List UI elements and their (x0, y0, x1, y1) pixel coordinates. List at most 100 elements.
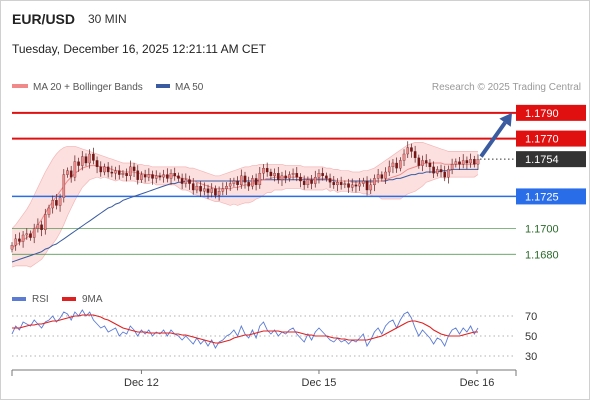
candle (325, 172, 328, 182)
x-tick-label: Dec 15 (302, 377, 337, 389)
candle (450, 158, 454, 175)
candle (436, 166, 439, 177)
candle-body (73, 161, 77, 178)
candle-body (243, 175, 247, 183)
candle-body (288, 174, 291, 179)
candle-body (373, 178, 376, 186)
candle-body (258, 173, 262, 186)
last-price-label: 1.1754 (525, 154, 559, 166)
candle (25, 228, 29, 240)
candle (413, 145, 417, 163)
candle (225, 182, 228, 196)
ma9-legend-swatch (62, 297, 76, 301)
candle (362, 177, 365, 187)
candle-body (132, 166, 136, 171)
candle-body (347, 183, 350, 188)
candle-body (36, 224, 40, 229)
candle-body (328, 178, 332, 183)
candle (254, 173, 258, 191)
candle (365, 176, 369, 196)
candle-body (62, 174, 66, 198)
candle (84, 153, 88, 167)
candle-body (114, 170, 117, 174)
candle (465, 156, 469, 170)
candle (99, 161, 103, 177)
candle-body (376, 174, 380, 179)
candle-body (469, 158, 472, 164)
candle (29, 230, 32, 241)
candle (55, 193, 58, 210)
candle (288, 171, 291, 182)
candle-body (43, 214, 47, 231)
candle-body (147, 174, 151, 178)
candle (421, 155, 424, 172)
candle (295, 166, 299, 182)
timeframe-label: 30 MIN (88, 12, 127, 26)
candle (14, 234, 17, 251)
candle-body (21, 234, 25, 242)
candle-body (214, 188, 217, 196)
candle (273, 168, 276, 182)
candle (265, 162, 269, 177)
candle (476, 154, 480, 170)
candle-body (51, 200, 54, 209)
candle-body (106, 166, 110, 173)
rsi-legend-label: RSI (32, 294, 49, 305)
candle-body (365, 180, 369, 191)
resistance-tag (516, 104, 586, 121)
price-panel: 1.1790 1.1770 1.1754 1.1725 1.1700 1.1680 (10, 104, 586, 268)
candle (47, 204, 51, 218)
candle-body (47, 207, 51, 215)
candle-body (447, 169, 450, 178)
candle-body (473, 158, 476, 165)
candle-body (336, 182, 339, 186)
support-label: 1.1680 (525, 249, 559, 261)
candle-body (125, 173, 128, 177)
candle (203, 182, 206, 196)
candle-body (247, 182, 250, 187)
candle (424, 154, 428, 167)
candle (469, 153, 472, 168)
candle (140, 171, 143, 183)
ma9-legend-label: 9MA (82, 294, 103, 305)
candle-body (254, 178, 258, 186)
candle (10, 242, 14, 253)
candle-body (428, 162, 432, 168)
candle (166, 168, 169, 183)
x-axis: Dec 12 Dec 15 Dec 16 (11, 369, 517, 389)
candle-body (443, 171, 447, 178)
candle (77, 157, 80, 172)
candle (66, 167, 69, 178)
candle (173, 167, 177, 181)
candle-body (465, 160, 469, 164)
candle (284, 170, 287, 184)
candle-body (421, 160, 424, 166)
candle (177, 172, 180, 182)
candle-body (413, 151, 417, 159)
candle-body (343, 183, 347, 186)
candle-body (313, 176, 317, 184)
candle-body (95, 160, 99, 168)
rsi-panel: 70 50 30 (11, 309, 537, 363)
candle (103, 163, 106, 176)
candle (395, 157, 398, 173)
candle (36, 218, 40, 233)
candle-body (10, 245, 14, 250)
candle (354, 180, 358, 193)
candle (428, 159, 432, 174)
candle (69, 165, 73, 183)
rsi-tick-label: 50 (525, 331, 537, 343)
candle-body (424, 160, 428, 164)
candle (406, 141, 410, 158)
candle-body (206, 188, 210, 193)
candle-body (269, 171, 273, 177)
candle-body (362, 180, 365, 184)
candle-body (129, 166, 132, 177)
candle-body (177, 175, 180, 179)
candle (21, 231, 25, 248)
candle (18, 232, 21, 246)
candle-body (402, 153, 406, 161)
candle (347, 178, 350, 193)
candle (158, 172, 162, 181)
candle (376, 169, 380, 184)
